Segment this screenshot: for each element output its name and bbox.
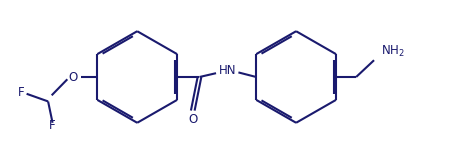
Text: NH$_2$: NH$_2$: [381, 44, 405, 59]
Text: O: O: [188, 113, 198, 126]
Text: F: F: [18, 86, 25, 99]
Text: F: F: [49, 119, 56, 132]
Text: O: O: [68, 71, 77, 83]
Text: HN: HN: [219, 64, 236, 77]
